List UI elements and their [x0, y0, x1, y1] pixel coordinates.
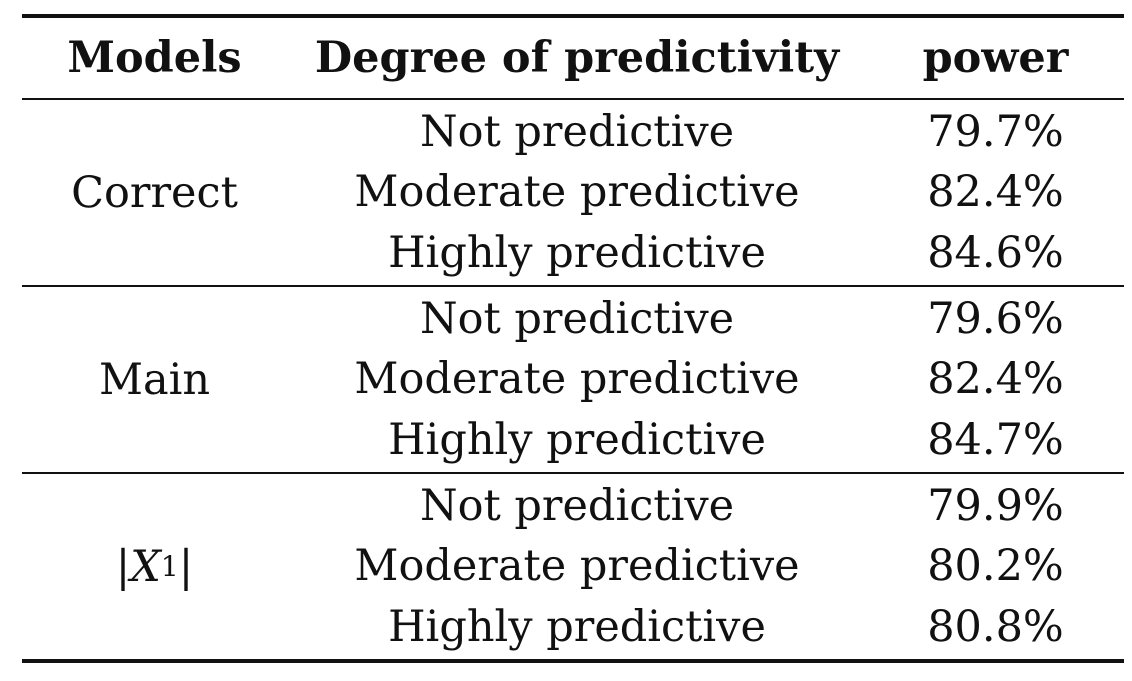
- table-row: Highly predictive 80.8%: [287, 597, 1124, 657]
- group-correct: Correct Not predictive 79.7% Moderate pr…: [22, 100, 1124, 285]
- abs-close: |: [178, 541, 194, 592]
- table-row: Not predictive 79.6%: [287, 289, 1124, 349]
- math-subscript: 1: [160, 550, 179, 583]
- degree-cell: Not predictive: [419, 107, 735, 158]
- degree-cell: Moderate predictive: [354, 354, 800, 405]
- header-power: power: [922, 33, 1069, 83]
- power-cell: 82.4%: [927, 354, 1064, 405]
- degree-cell: Not predictive: [419, 481, 735, 532]
- table-top-rule: [22, 14, 1124, 18]
- table-row: Moderate predictive 82.4%: [287, 162, 1124, 222]
- power-cell: 84.7%: [927, 414, 1064, 465]
- degree-cell: Not predictive: [419, 294, 735, 345]
- power-cell: 79.7%: [927, 107, 1064, 158]
- group-model-label: Correct: [71, 167, 238, 218]
- group-rule: [22, 472, 1124, 474]
- degree-cell: Highly predictive: [388, 601, 766, 652]
- power-cell: 80.8%: [927, 601, 1064, 652]
- group-abs-x1: | X 1 | Not predictive 79.9% Moderate predi…: [22, 474, 1124, 659]
- table-row: Moderate predictive 80.2%: [287, 536, 1124, 596]
- abs-open: |: [115, 541, 131, 592]
- results-table: Models Degree of predictivity power Corr…: [22, 14, 1124, 663]
- group-rule: [22, 285, 1124, 287]
- degree-cell: Highly predictive: [388, 227, 766, 278]
- power-cell: 82.4%: [927, 167, 1064, 218]
- header-rule: [22, 98, 1124, 100]
- header-degree: Degree of predictivity: [314, 33, 840, 83]
- table-row: Highly predictive 84.6%: [287, 223, 1124, 283]
- power-cell: 80.2%: [927, 541, 1064, 592]
- table-row: Not predictive 79.7%: [287, 102, 1124, 162]
- degree-cell: Moderate predictive: [354, 541, 800, 592]
- power-cell: 84.6%: [927, 227, 1064, 278]
- header-models: Models: [67, 33, 242, 83]
- group-model-label-math: | X 1 |: [22, 474, 287, 659]
- power-cell: 79.6%: [927, 294, 1064, 345]
- table-row: Moderate predictive 82.4%: [287, 349, 1124, 409]
- table-header-row: Models Degree of predictivity power: [22, 18, 1124, 98]
- power-cell: 79.9%: [927, 481, 1064, 532]
- group-model-label: Main: [98, 354, 211, 405]
- table-row: Highly predictive 84.7%: [287, 410, 1124, 470]
- degree-cell: Moderate predictive: [354, 167, 800, 218]
- degree-cell: Highly predictive: [388, 414, 766, 465]
- math-variable: X: [130, 541, 161, 592]
- group-main: Main Not predictive 79.6% Moderate predi…: [22, 287, 1124, 472]
- table-bottom-rule: [22, 659, 1124, 663]
- table-row: Not predictive 79.9%: [287, 476, 1124, 536]
